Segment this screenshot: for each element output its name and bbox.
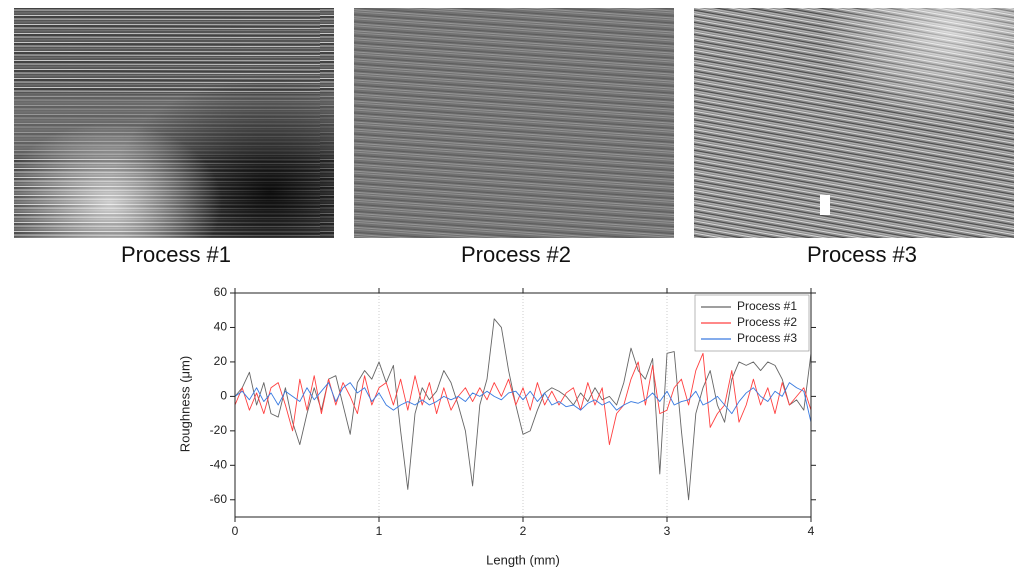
micrograph bbox=[354, 8, 674, 238]
micrograph bbox=[14, 8, 334, 238]
y-tick-label: -40 bbox=[210, 457, 228, 471]
x-tick-label: 4 bbox=[808, 524, 815, 538]
x-axis-label: Length (mm) bbox=[486, 552, 560, 567]
x-tick-label: 1 bbox=[376, 524, 383, 538]
legend-label: Process #1 bbox=[737, 299, 797, 313]
x-tick-label: 2 bbox=[520, 524, 527, 538]
plot-frame bbox=[234, 292, 812, 518]
y-tick-label: 20 bbox=[214, 354, 228, 368]
image-caption: Process #1 bbox=[121, 242, 231, 267]
legend-label: Process #2 bbox=[737, 315, 797, 329]
image-caption: Process #3 bbox=[807, 242, 917, 267]
data-line bbox=[234, 318, 812, 501]
data-line bbox=[234, 382, 812, 423]
y-tick-label: -60 bbox=[210, 492, 228, 506]
x-tick-label: 3 bbox=[664, 524, 671, 538]
x-tick-label: 0 bbox=[232, 524, 239, 538]
micrograph bbox=[694, 8, 1014, 238]
legend: Process #1 Process #2 Process #3 bbox=[694, 294, 810, 352]
chart: Roughness (μm) Length (mm) 0 1 2 3 4 -60 -40 -2… bbox=[177, 285, 816, 567]
y-tick-label: 40 bbox=[214, 320, 228, 334]
y-tick-label: 60 bbox=[214, 285, 228, 299]
legend-label: Process #3 bbox=[737, 331, 797, 345]
y-tick-label: 0 bbox=[220, 389, 227, 403]
image-caption: Process #2 bbox=[461, 242, 571, 267]
y-tick-label: -20 bbox=[210, 423, 228, 437]
y-axis-label: Roughness (μm) bbox=[177, 356, 192, 452]
